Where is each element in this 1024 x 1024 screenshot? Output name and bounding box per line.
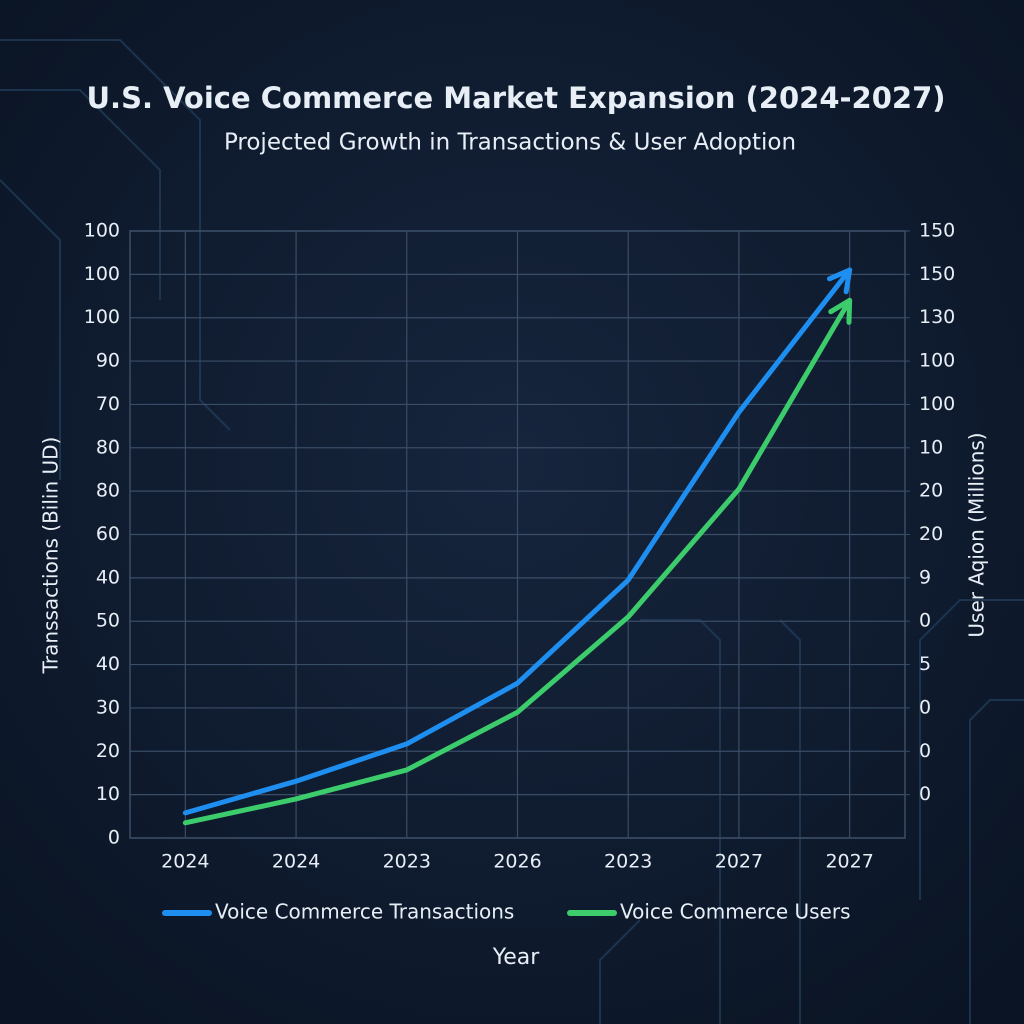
y2-tick-label: 9 — [919, 566, 931, 588]
x-tick-label: 2024 — [272, 851, 320, 873]
y2-tick-label: 0 — [919, 740, 931, 762]
y-tick-label: 70 — [96, 393, 120, 415]
y2-axis-label: User Aqion (Millions) — [965, 432, 989, 637]
x-axis-label: Year — [492, 945, 541, 970]
y-tick-label: 60 — [96, 523, 120, 545]
legend-label: Voice Commerce Transactions — [215, 900, 514, 924]
y-tick-label: 10 — [96, 783, 120, 805]
y-tick-label: 100 — [84, 306, 120, 328]
x-tick-label: 2026 — [493, 851, 541, 873]
y-tick-label: 30 — [96, 696, 120, 718]
legend-label: Voice Commerce Users — [620, 900, 851, 924]
chart-title: U.S. Voice Commerce Market Expansion (20… — [87, 81, 946, 115]
x-tick-label: 2024 — [161, 851, 209, 873]
y-tick-label: 40 — [96, 566, 120, 588]
arrow-head — [828, 297, 853, 325]
y2-tick-label: 20 — [919, 480, 943, 502]
x-tick-label: 2023 — [604, 851, 652, 873]
x-tick-label: 2023 — [383, 851, 431, 873]
y2-tick-label: 0 — [919, 696, 931, 718]
y-tick-label: 80 — [96, 480, 120, 502]
y2-tick-label: 100 — [919, 350, 955, 372]
chart-subtitle: Projected Growth in Transactions & User … — [224, 130, 796, 156]
y2-tick-label: 0 — [919, 783, 931, 805]
y2-tick-label: 0 — [919, 610, 931, 632]
y2-tick-label: 150 — [919, 220, 955, 242]
y-tick-label: 90 — [96, 350, 120, 372]
y2-tick-label: 5 — [919, 653, 931, 675]
x-tick-label: 2027 — [825, 851, 873, 873]
y2-tick-label: 150 — [919, 263, 955, 285]
line-series — [182, 297, 853, 826]
y-tick-label: 40 — [96, 653, 120, 675]
y2-tick-label: 130 — [919, 306, 955, 328]
y2-tick-label: 10 — [919, 436, 943, 458]
y-tick-label: 20 — [96, 740, 120, 762]
y-axis-label: Transsactions (Bilin UD) — [39, 437, 63, 675]
y2-tick-label: 20 — [919, 523, 943, 545]
arrow-head — [826, 267, 853, 295]
y-tick-label: 100 — [84, 220, 120, 242]
y-tick-label: 0 — [108, 827, 120, 849]
y-tick-label: 50 — [96, 610, 120, 632]
line-series — [182, 267, 853, 816]
y-tick-label: 100 — [84, 263, 120, 285]
y2-tick-label: 100 — [919, 393, 955, 415]
circuit-decoration — [0, 39, 1024, 1024]
y-tick-label: 80 — [96, 436, 120, 458]
x-tick-label: 2027 — [715, 851, 763, 873]
